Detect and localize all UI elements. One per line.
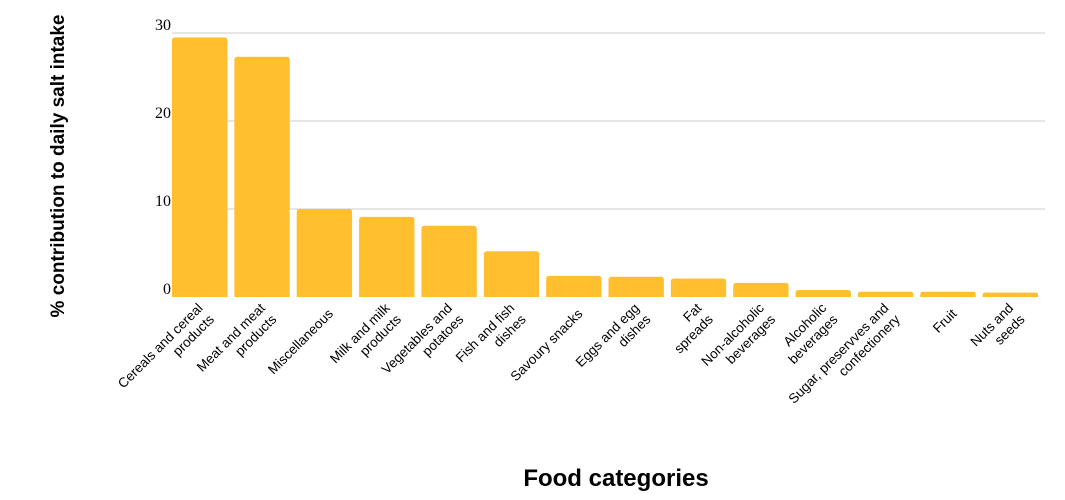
x-tick-label: Non-alcoholicbeverages xyxy=(698,300,778,380)
bar xyxy=(234,56,290,298)
x-tick-label: Eggs and eggdishes xyxy=(573,300,654,381)
x-tick-label: Fruit xyxy=(930,306,960,336)
bars xyxy=(172,37,1038,298)
bar xyxy=(920,291,976,297)
x-axis-label: Food categories xyxy=(523,465,708,492)
y-tick-label: 10 xyxy=(155,193,171,210)
bar xyxy=(795,289,851,297)
bar xyxy=(172,37,228,298)
bar xyxy=(733,282,789,297)
bar xyxy=(296,209,353,297)
bar xyxy=(608,276,664,297)
y-axis-ticks: 0 10 20 30 xyxy=(155,17,171,298)
x-tick-label: Miscellaneous xyxy=(265,306,336,377)
y-axis-label: % contribution to daily salt intake xyxy=(48,15,69,318)
y-tick-label: 0 xyxy=(163,281,171,298)
x-tick-label: Nuts andseeds xyxy=(967,300,1027,360)
bar xyxy=(670,278,727,297)
bar xyxy=(359,216,415,297)
y-tick-label: 30 xyxy=(155,17,171,34)
bar xyxy=(982,292,1038,297)
x-tick-label: Cereals and cerealproducts xyxy=(115,300,217,402)
bar xyxy=(546,275,602,297)
bar xyxy=(857,291,914,297)
gridlines xyxy=(172,32,1045,210)
bar xyxy=(483,251,540,297)
y-tick-label: 20 xyxy=(155,105,171,122)
bar xyxy=(421,225,477,297)
